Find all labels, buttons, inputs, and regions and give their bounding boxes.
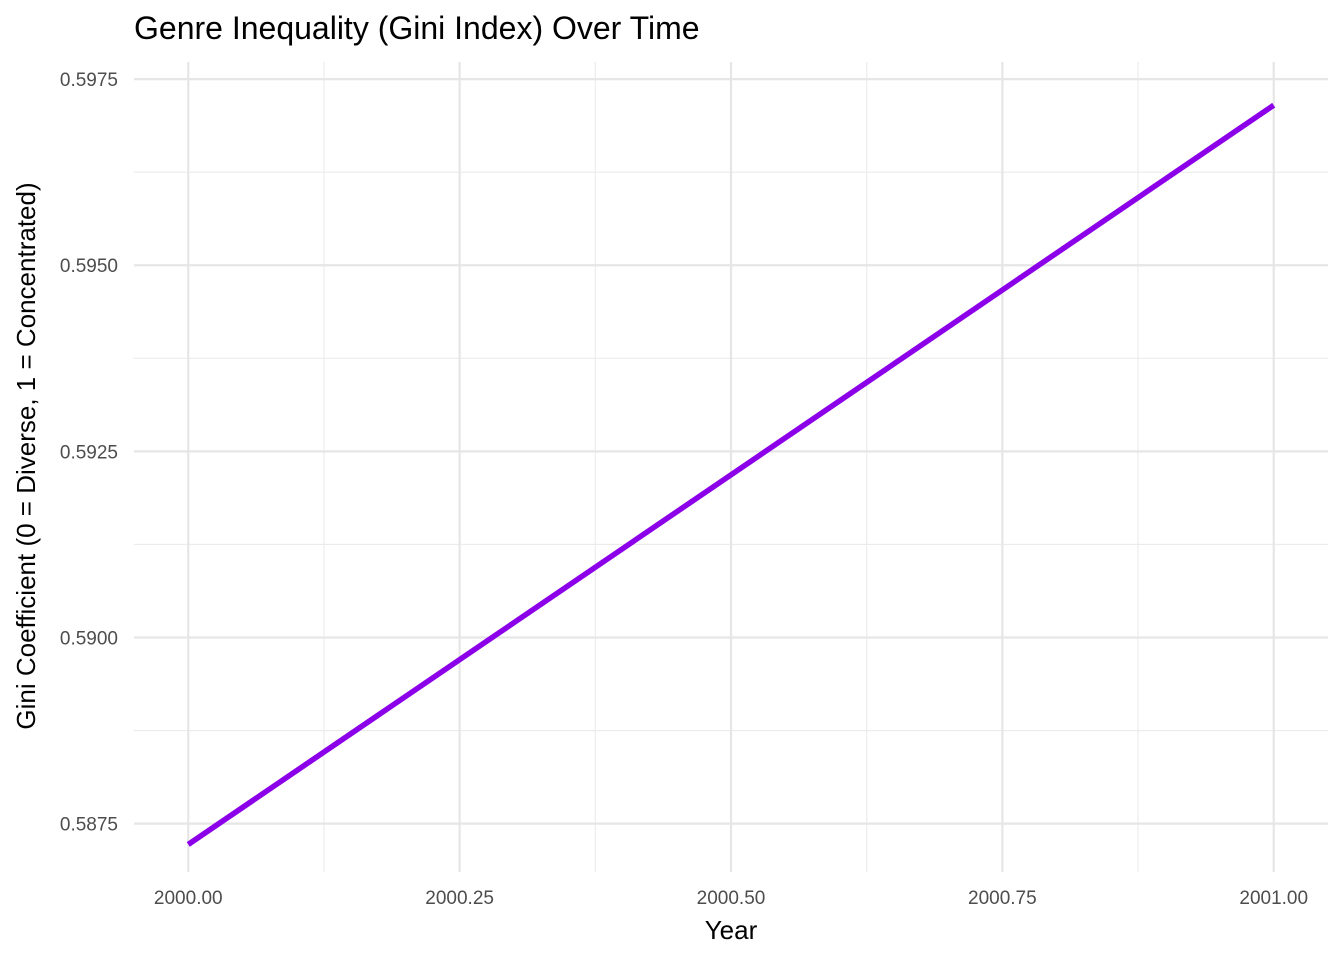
- major-gridlines: [134, 62, 1328, 872]
- y-tick-label: 0.5875: [60, 815, 118, 836]
- series-layer: [186, 102, 1276, 847]
- y-tick-label: 0.5900: [60, 628, 118, 649]
- x-tick-label: 2001.00: [1239, 888, 1308, 909]
- x-tick-label: 2000.00: [154, 888, 223, 909]
- y-tick-label: 0.5925: [60, 442, 118, 463]
- y-tick-label: 0.5975: [60, 70, 118, 91]
- x-tick-label: 2000.75: [968, 888, 1037, 909]
- y-axis-ticks: 0.5875 0.5900 0.5925 0.5950 0.5975: [60, 70, 118, 835]
- x-axis-ticks: 2000.00 2000.25 2000.50 2000.75 2001.00: [154, 888, 1308, 909]
- series-line: [186, 102, 1276, 847]
- y-tick-label: 0.5950: [60, 256, 118, 277]
- chart-title: Genre Inequality (Gini Index) Over Time: [134, 10, 700, 46]
- x-tick-label: 2000.50: [697, 888, 766, 909]
- y-axis-label: Gini Coefficient (0 = Diverse, 1 = Conce…: [11, 182, 41, 729]
- x-tick-label: 2000.25: [425, 888, 494, 909]
- x-axis-label: Year: [705, 915, 758, 945]
